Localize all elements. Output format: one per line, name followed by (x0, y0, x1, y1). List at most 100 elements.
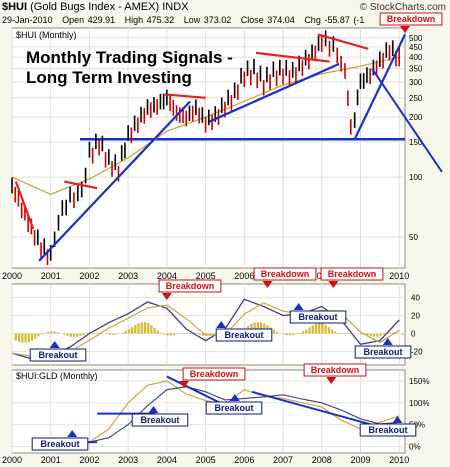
exchange-label: INDX (162, 1, 189, 13)
ratio-x-tick-label: 2008 (312, 455, 332, 465)
ratio-breakout-label-text: Breakout (368, 425, 407, 435)
ratio-breakdown-label-text: Breakdown (190, 369, 239, 379)
uptrend-extension-line (371, 68, 443, 173)
price-y-tick-label: 400 (409, 53, 423, 62)
ratio-breakout-label: Breakout (131, 413, 189, 427)
ratio-x-tick-label: 2009 (350, 455, 370, 465)
macd-breakout-arrow (293, 303, 304, 310)
ratio-x-tick-label: 2005 (196, 455, 216, 465)
ratio-subtitle: $HUI:GLD (Monthly) (16, 371, 98, 381)
macd-breakout-label-box (354, 345, 412, 359)
macd-breakout-arrow (216, 321, 227, 328)
macd-breakdown-label: Breakdown (253, 267, 317, 281)
ratio-breakout-label-box (31, 437, 89, 451)
ratio-x-tick-label: 2006 (234, 455, 254, 465)
macd-breakdown-label-text: Breakdown (166, 281, 215, 291)
price-x-tick-label: 2004 (157, 271, 177, 281)
price-y-tick-label: 300 (409, 78, 423, 87)
ratio-y-tick-label: 100% (409, 399, 429, 408)
high-label: High 475.32 (124, 15, 175, 25)
credit-label: © StockCharts.com (359, 2, 446, 13)
ratio-breakout-label-text: Breakout (214, 403, 253, 413)
ratio-breakdown-label: Breakdown (182, 367, 246, 381)
price-subtitle: $HUI (Monthly) (16, 30, 77, 40)
open-label: Open 429.91 (62, 15, 116, 25)
macd-breakdown-arrow (161, 293, 172, 300)
macd-breakdown-label-text: Breakdown (261, 269, 310, 279)
macd-breakdown-label: Breakdown (158, 279, 222, 293)
price-y-tick-label: 250 (409, 94, 423, 103)
price-breakdown-arrow (400, 26, 410, 33)
price-y-tick-label: 50 (409, 233, 418, 242)
ratio-breakout-label-text: Breakout (140, 415, 179, 425)
price-y-tick-label: 500 (409, 34, 423, 43)
macd-breakdown-label-box (253, 267, 317, 281)
ratio-breakout-label: Breakout (31, 437, 89, 451)
chg-label: Chg -55.87 (-1 (304, 15, 365, 25)
price-x-tick-label: 2002 (79, 271, 99, 281)
price-x-tick-label: 2010 (389, 271, 409, 281)
header-row-2: 29-Jan-2010 Open 429.91 High 475.32 Low … (2, 15, 364, 25)
low-label: Low 373.02 (183, 15, 232, 25)
breakdown-line (255, 51, 330, 63)
ratio-breakout-label: Breakout (359, 423, 417, 437)
macd-breakdown-label: Breakdown (320, 267, 384, 281)
macd-breakout-label: Breakout (289, 310, 347, 324)
ratio-breakout-label: Breakout (205, 401, 263, 415)
macd-breakout-arrow (382, 338, 393, 345)
ratio-x-tick-label: 2000 (2, 455, 22, 465)
macd-breakout-label-text: Breakout (363, 347, 402, 357)
panel-price (11, 27, 406, 269)
price-y-tick-label: 100 (409, 173, 423, 182)
price-y-tick-label: 350 (409, 65, 423, 74)
price-y-tick-label: 150 (409, 138, 423, 147)
macd-breakout-arrow (49, 341, 60, 348)
ratio-breakout-arrow (392, 416, 403, 423)
macd-breakout-label: Breakout (215, 328, 273, 342)
price-breakdown-label: Breakdown (379, 12, 443, 26)
uptrend-line (38, 100, 191, 262)
ratio-breakdown-label: Breakdown (303, 363, 367, 377)
uptrend-line (353, 33, 406, 140)
ratio-breakout-arrow (67, 430, 78, 437)
macd-breakdown-label-box (158, 279, 222, 293)
macd-breakout-label-box (29, 348, 87, 362)
ratio-breakout-label-box (205, 401, 263, 415)
ratio-line (89, 380, 400, 443)
macd-breakdown-label-box (320, 267, 384, 281)
ratio-y-tick-label: 50% (409, 421, 425, 430)
price-x-tick-label: 2003 (118, 271, 138, 281)
macd-breakout-label-box (289, 310, 347, 324)
ratio-x-tick-label: 2010 (389, 455, 409, 465)
chart-title-line-2: Long Term Investing (26, 68, 192, 87)
ratio-y-tick-label: 0% (409, 442, 421, 451)
ratio-x-tick-label: 2002 (79, 455, 99, 465)
price-breakdown-label-box (379, 12, 443, 26)
macd-breakout-label-text: Breakout (38, 350, 77, 360)
price-breakdown-label-text: Breakdown (387, 14, 436, 24)
macd-breakout-label-text: Breakout (224, 330, 263, 340)
price-x-tick-label: 2001 (41, 271, 61, 281)
macd-y-tick-label: 40 (411, 294, 420, 303)
price-y-tick-label: 450 (409, 43, 423, 52)
date-label: 29-Jan-2010 (2, 15, 53, 25)
macd-breakdown-label-text: Breakdown (328, 269, 377, 279)
price-x-tick-label: 2006 (234, 271, 254, 281)
ratio-breakdown-arrow (326, 377, 337, 384)
ratio-breakout-arrow (229, 394, 240, 401)
chart-title-line-1: Monthly Trading Signals - (26, 48, 233, 67)
macd-breakdown-arrow (262, 281, 273, 288)
price-x-tick-label: 2000 (2, 271, 22, 281)
ratio-breakdown-arrow (179, 381, 190, 388)
macd-y-tick-label: 0 (411, 330, 416, 339)
macd-y-tick-label: -20 (411, 348, 423, 357)
ratio-breakdown-label-text: Breakdown (311, 365, 360, 375)
ratio-breakdown-label-box (182, 367, 246, 381)
breakdown-line (64, 180, 98, 190)
price-y-tick-label: 200 (409, 113, 423, 122)
breakdown-line (164, 93, 206, 99)
index-name: (Gold Bugs Index - AMEX) (30, 1, 160, 13)
header-row-1: $HUI (Gold Bugs Index - AMEX) INDX (2, 1, 188, 13)
